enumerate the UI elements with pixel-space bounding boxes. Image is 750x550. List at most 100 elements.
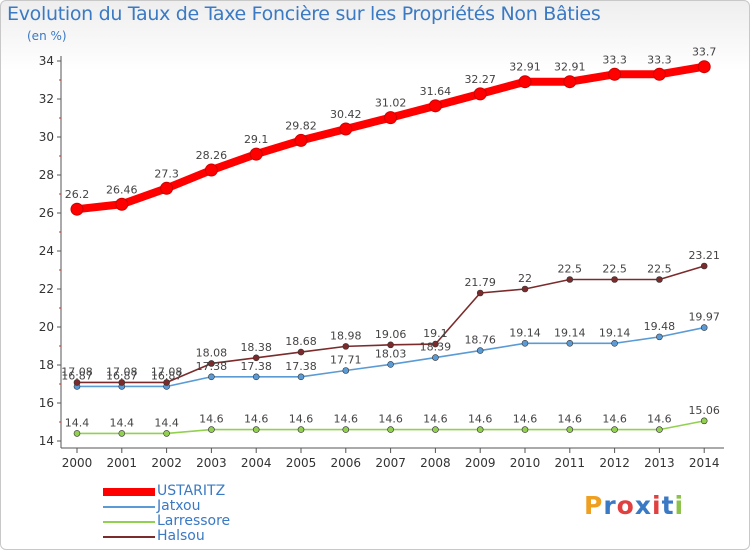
data-label: 30.42 [330, 108, 362, 121]
y-tick-label: 22 [39, 282, 54, 296]
data-point [428, 99, 442, 113]
data-label: 14.6 [289, 413, 314, 426]
y-tick-label: 14 [39, 434, 54, 448]
data-point [252, 373, 260, 381]
data-point [342, 426, 350, 433]
data-label: 26.2 [65, 188, 90, 201]
data-label: 28.26 [196, 149, 228, 162]
data-label: 32.91 [509, 61, 541, 74]
data-label: 18.68 [285, 335, 317, 348]
data-label: 19.1 [423, 327, 448, 340]
data-label: 32.91 [554, 61, 586, 74]
data-point [342, 343, 350, 350]
data-point [476, 289, 484, 297]
series-halsou [73, 262, 708, 386]
data-point [611, 340, 618, 347]
data-label: 14.6 [423, 413, 448, 426]
data-label: 29.82 [285, 119, 317, 132]
data-point [611, 276, 618, 283]
data-point [70, 202, 84, 216]
data-label: 33.7 [692, 46, 717, 59]
data-point [700, 262, 708, 270]
data-point [73, 379, 81, 386]
data-point [656, 426, 663, 433]
data-label: 17.38 [285, 360, 317, 373]
data-label: 14.6 [602, 413, 627, 426]
data-label: 22 [518, 272, 532, 285]
legend-item-larressore: Larressore [99, 513, 299, 530]
data-label: 18.98 [330, 329, 362, 342]
data-point [656, 333, 663, 341]
y-tick-label: 16 [39, 396, 54, 410]
data-point [204, 163, 218, 177]
data-point [387, 341, 394, 349]
data-label: 22.5 [558, 263, 583, 276]
data-label: 14.6 [647, 413, 672, 426]
logo-letter: i [674, 491, 685, 520]
x-tick-label: 2005 [286, 456, 317, 470]
data-label: 16.87 [106, 369, 138, 382]
x-tick-label: 2004 [241, 456, 272, 470]
legend-label: USTARITZ [157, 483, 226, 499]
data-point [473, 87, 487, 101]
data-point [160, 181, 174, 195]
x-tick-label: 2003 [196, 456, 227, 470]
logo-letter: i [652, 491, 662, 520]
data-point [297, 373, 305, 381]
data-label: 14.6 [558, 413, 583, 426]
x-tick-label: 2009 [465, 456, 496, 470]
data-label: 15.06 [688, 404, 720, 417]
logo-letter: P [584, 491, 604, 520]
data-label: 17.08 [106, 365, 138, 378]
data-label: 31.64 [420, 85, 452, 98]
data-label: 14.6 [244, 413, 269, 426]
data-label: 29.1 [244, 133, 269, 146]
logo-letter: x [634, 491, 652, 520]
data-label: 18.08 [196, 346, 228, 359]
data-point [73, 430, 81, 437]
data-label: 18.38 [240, 341, 272, 354]
data-label: 32.27 [464, 73, 496, 86]
x-tick-label: 2013 [644, 456, 675, 470]
data-label: 33.3 [602, 53, 627, 66]
legend-swatch [103, 488, 155, 496]
data-label: 14.4 [154, 416, 179, 429]
data-point [384, 111, 398, 125]
data-label: 19.14 [509, 326, 541, 339]
data-label: 27.3 [154, 167, 179, 180]
x-tick-label: 2006 [331, 456, 362, 470]
data-point [118, 379, 126, 386]
data-point [652, 67, 666, 81]
logo-letter: r [603, 491, 617, 520]
data-point [566, 426, 574, 433]
data-label: 31.02 [375, 97, 407, 110]
data-label: 17.38 [196, 360, 228, 373]
data-label: 19.06 [375, 328, 407, 341]
data-label: 22.5 [602, 263, 627, 276]
data-label: 19.14 [599, 326, 631, 339]
chart-unit-label: (en %) [27, 29, 67, 43]
data-label: 16.87 [151, 369, 183, 382]
data-point [566, 276, 574, 283]
data-label: 14.6 [378, 413, 403, 426]
logo-letter: t [661, 491, 675, 520]
data-point [476, 426, 484, 433]
legend-item-jatxou: Jatxou [99, 498, 299, 515]
data-point [339, 122, 353, 136]
data-point [432, 354, 439, 361]
data-point [700, 417, 708, 425]
legend-label: Halsou [157, 528, 205, 544]
data-point [249, 147, 263, 161]
y-tick-label: 28 [39, 168, 54, 182]
data-label: 17.08 [151, 365, 183, 378]
data-point [163, 430, 170, 437]
data-label: 22.5 [647, 263, 672, 276]
x-tick-label: 2007 [375, 456, 406, 470]
data-point [700, 324, 708, 331]
series-ustaritz [70, 60, 711, 216]
data-label: 17.38 [240, 360, 272, 373]
data-label: 23.21 [688, 249, 720, 262]
data-point [566, 340, 574, 347]
data-point [521, 285, 529, 293]
data-label: 14.6 [334, 413, 359, 426]
